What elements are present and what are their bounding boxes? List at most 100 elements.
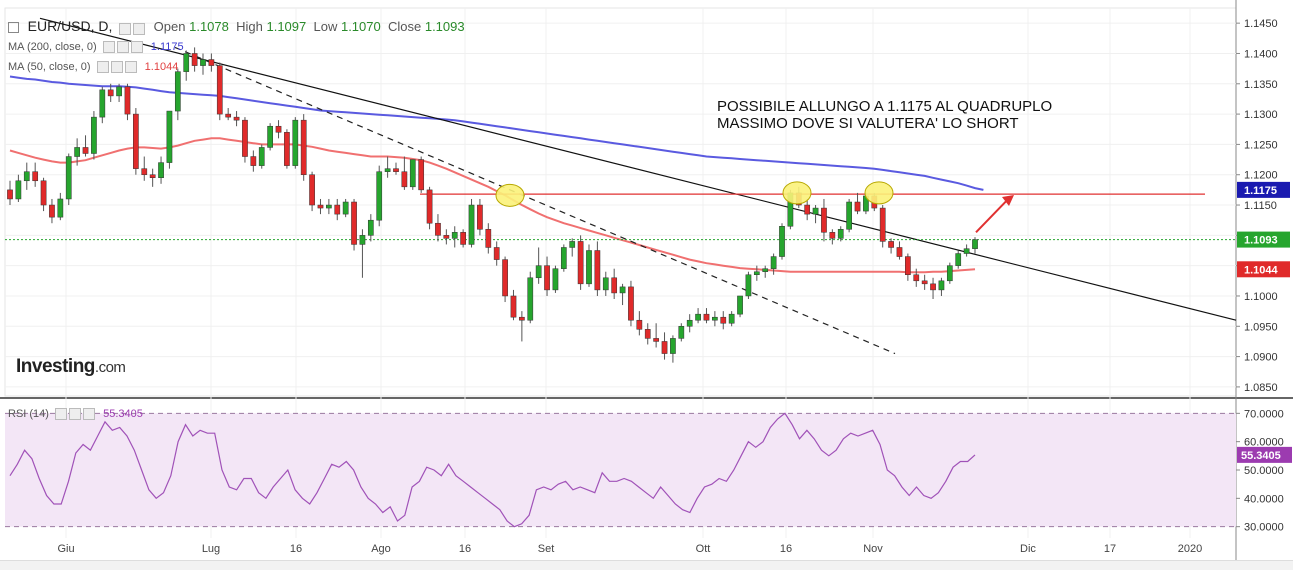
- candle-up: [779, 226, 785, 257]
- rsi-legend[interactable]: RSI (14) 55.3405: [8, 408, 143, 421]
- eye-icon[interactable]: [96, 61, 109, 74]
- dashed-trendline: [174, 46, 896, 355]
- candle-down: [225, 113, 232, 118]
- ohlc-header: EUR/USD, D, Open 1.1078 High 1.1097 Low …: [8, 18, 465, 35]
- candle-up: [938, 280, 945, 291]
- rsi-badge-text: 55.3405: [1241, 450, 1281, 462]
- last-price-badge-bg: [1237, 231, 1290, 248]
- candle-up: [619, 286, 626, 294]
- candle-down: [191, 53, 198, 66]
- eye-icon[interactable]: [55, 408, 68, 421]
- candle-down: [930, 283, 936, 291]
- candle-up: [376, 171, 383, 221]
- low-value: 1.1070: [340, 19, 381, 34]
- x-tick-label: Ott: [696, 543, 711, 555]
- x-tick-label: 16: [780, 543, 792, 555]
- candle-down: [233, 116, 240, 121]
- close-icon[interactable]: [130, 41, 143, 54]
- candle-down: [888, 241, 894, 248]
- candle-up: [753, 271, 760, 275]
- candle-down: [502, 259, 508, 297]
- gear-icon[interactable]: [116, 41, 129, 54]
- gear-icon[interactable]: [133, 22, 146, 35]
- candle-down: [32, 171, 39, 182]
- candle-up: [409, 159, 416, 188]
- y-tick-label: 1.1300: [1244, 109, 1278, 121]
- candle-down: [879, 207, 886, 242]
- candle-up: [762, 268, 769, 272]
- candle-up: [384, 168, 391, 172]
- close-icon[interactable]: [83, 408, 96, 421]
- candle-down: [661, 341, 668, 354]
- rsi-band: [5, 413, 1236, 527]
- candle-up: [326, 204, 332, 209]
- candle-down: [7, 189, 13, 200]
- projection-arrow-line: [975, 196, 1011, 234]
- candle-down: [124, 86, 131, 115]
- x-tick-label: Giu: [57, 543, 74, 555]
- candle-down: [611, 277, 618, 294]
- candle-up: [569, 241, 576, 248]
- collapse-icon[interactable]: [8, 22, 19, 34]
- candle-up: [678, 326, 685, 339]
- close-label: Close: [387, 19, 422, 34]
- candle-down: [477, 204, 483, 230]
- ma200-tool-icons[interactable]: [102, 41, 145, 54]
- candle-up: [670, 338, 676, 354]
- rsi-y-tick-label: 30.0000: [1244, 522, 1284, 534]
- x-tick-label: Set: [538, 543, 555, 555]
- y-tick-label: 1.1350: [1244, 79, 1278, 91]
- candle-up: [686, 319, 693, 327]
- gear-icon[interactable]: [69, 408, 82, 421]
- candle-up: [972, 239, 978, 249]
- candle-up: [737, 295, 743, 315]
- close-icon[interactable]: [124, 61, 137, 74]
- candle-up: [57, 198, 64, 218]
- candle-up: [586, 250, 592, 285]
- low-label: Low: [313, 19, 338, 34]
- ma200-badge-bg: [1237, 181, 1290, 198]
- candle-up: [267, 125, 273, 148]
- close-value: 1.1093: [424, 19, 465, 34]
- candle-down: [418, 159, 425, 191]
- candle-down: [133, 113, 139, 169]
- eye-icon[interactable]: [102, 41, 115, 54]
- eye-icon[interactable]: [119, 22, 132, 35]
- ma50-value: 1.1044: [144, 61, 179, 73]
- header-tool-icons[interactable]: [119, 20, 147, 35]
- candle-down: [653, 338, 659, 342]
- candle-up: [74, 147, 80, 157]
- candle-down: [284, 132, 290, 166]
- rsi-tool-icons[interactable]: [55, 408, 97, 421]
- candle-up: [552, 268, 559, 291]
- candle-down: [905, 256, 911, 275]
- y-tick-label: 1.0900: [1244, 352, 1278, 364]
- bottom-toolbar: [0, 560, 1293, 570]
- ma200-value: 1.1175: [150, 41, 184, 53]
- candle-up: [712, 316, 718, 321]
- symbol-label[interactable]: EUR/USD, D,: [27, 18, 113, 34]
- x-tick-label: Dic: [1020, 543, 1036, 555]
- ma50-tool-icons[interactable]: [96, 61, 139, 74]
- open-value: 1.1078: [189, 19, 229, 34]
- candle-up: [174, 71, 181, 112]
- candle-down: [896, 247, 903, 257]
- candle-down: [351, 201, 357, 245]
- candle-up: [65, 156, 72, 200]
- candle-down: [242, 119, 248, 157]
- candle-down: [250, 156, 257, 166]
- solid-trendline: [39, 17, 1237, 321]
- candle-down: [426, 189, 433, 224]
- candle-down: [393, 168, 399, 172]
- ma200-legend[interactable]: MA (200, close, 0) 1.1175: [8, 41, 184, 54]
- candle-up: [258, 147, 265, 166]
- rsi-line: [9, 412, 976, 528]
- candle-down: [485, 229, 492, 248]
- y-tick-label: 1.1450: [1244, 18, 1278, 30]
- ma50-legend[interactable]: MA (50, close, 0) 1.1044: [8, 61, 179, 74]
- candle-up: [359, 235, 366, 245]
- candle-down: [309, 174, 315, 206]
- x-tick-label: 2020: [1178, 543, 1202, 555]
- gear-icon[interactable]: [110, 61, 123, 74]
- candle-down: [921, 280, 928, 285]
